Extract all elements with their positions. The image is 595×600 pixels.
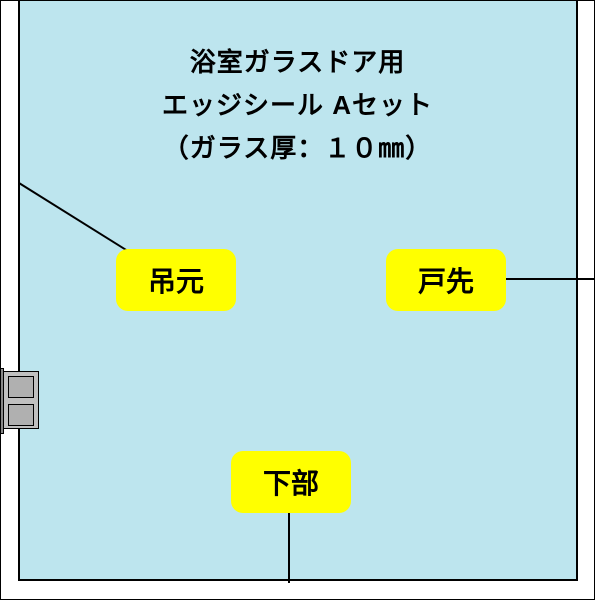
hinge-plate-bottom [8,404,34,426]
diagram-canvas: 浴室ガラスドア用 エッジシール Aセット （ガラス厚：１０㎜） 吊元 戸先 下部 [0,0,595,600]
door-hinge [1,371,39,429]
hinge-plate-top [8,376,34,398]
title-line-2: エッジシール Aセット [1,85,594,122]
label-latch-side-text: 戸先 [418,260,474,300]
title-line-3: （ガラス厚：１０㎜） [1,128,594,165]
label-bottom-text: 下部 [263,462,319,502]
title-line-1: 浴室ガラスドア用 [1,42,594,79]
label-hinge-side: 吊元 [116,249,236,311]
title-block: 浴室ガラスドア用 エッジシール Aセット （ガラス厚：１０㎜） [1,36,594,171]
label-hinge-side-text: 吊元 [148,260,204,300]
hinge-pin [0,368,4,434]
label-bottom: 下部 [231,451,351,513]
label-latch-side: 戸先 [386,249,506,311]
